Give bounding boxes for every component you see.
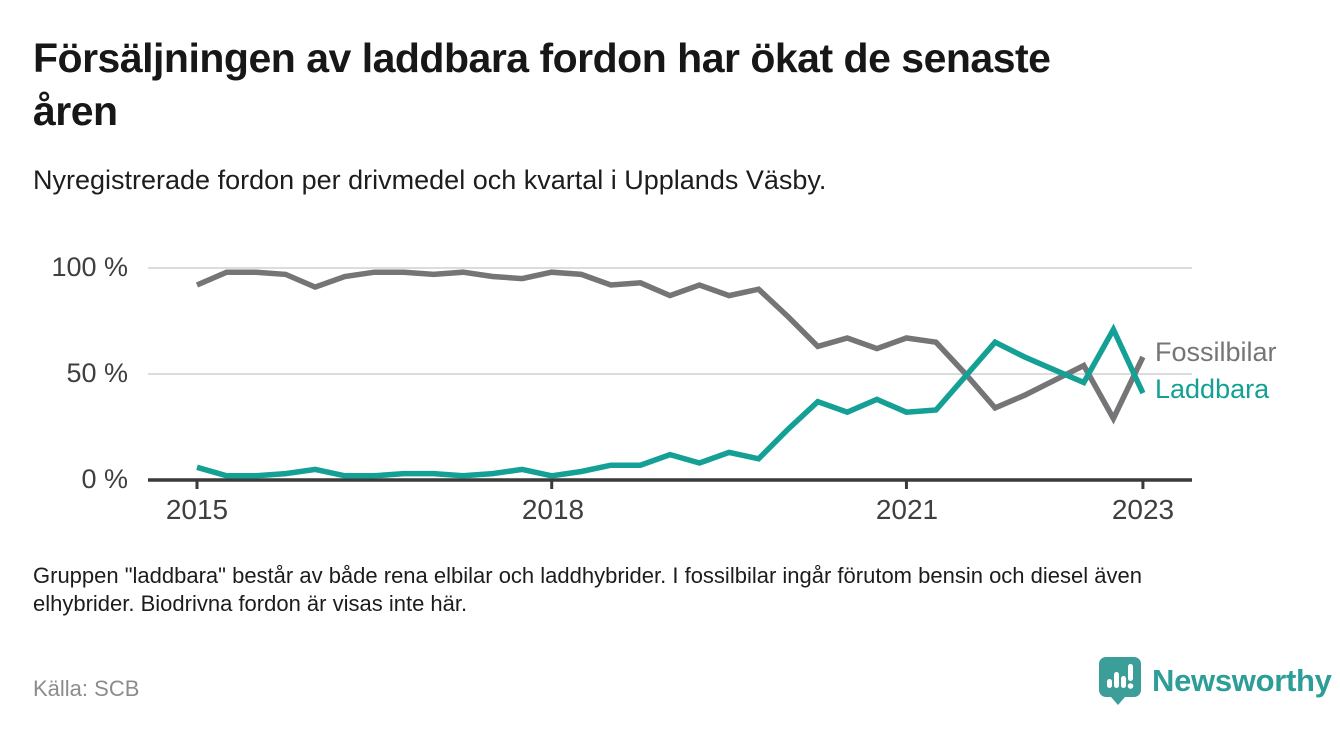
newsworthy-branding: Newsworthy (1098, 656, 1332, 706)
source-label: Källa: SCB (33, 676, 140, 701)
legend-fossilbilar-label: Fossilbilar (1155, 337, 1277, 367)
line-chart-canvas (148, 267, 1192, 489)
chart-footnote-line1: Gruppen "laddbara" består av både rena e… (33, 563, 1142, 588)
newsworthy-logo-icon (1099, 657, 1141, 705)
y-tick-label-100: 100 % (51, 252, 128, 282)
page-title: Försäljningen av laddbara fordon har öka… (33, 32, 1313, 138)
chart-footnote-line2: elhybrider. Biodrivna fordon är visas in… (33, 591, 468, 616)
y-tick-label-0: 0 % (81, 464, 128, 494)
page-title-line1: Försäljningen av laddbara fordon har öka… (33, 35, 1051, 81)
page-title-line2: åren (33, 88, 118, 134)
chart-subtitle: Nyregistrerade fordon per drivmedel och … (33, 165, 827, 195)
x-tick-label-2015: 2015 (165, 494, 229, 525)
newsworthy-wordmark: Newsworthy (1152, 663, 1332, 698)
y-tick-label-50: 50 % (66, 358, 128, 388)
x-tick-label-2021: 2021 (875, 494, 939, 525)
legend-laddbara-label: Laddbara (1155, 374, 1270, 404)
x-tick-label-2023: 2023 (1111, 494, 1175, 525)
x-tick-label-2018: 2018 (521, 494, 585, 525)
chart-footnote: Gruppen "laddbara" består av både rena e… (33, 562, 1313, 618)
